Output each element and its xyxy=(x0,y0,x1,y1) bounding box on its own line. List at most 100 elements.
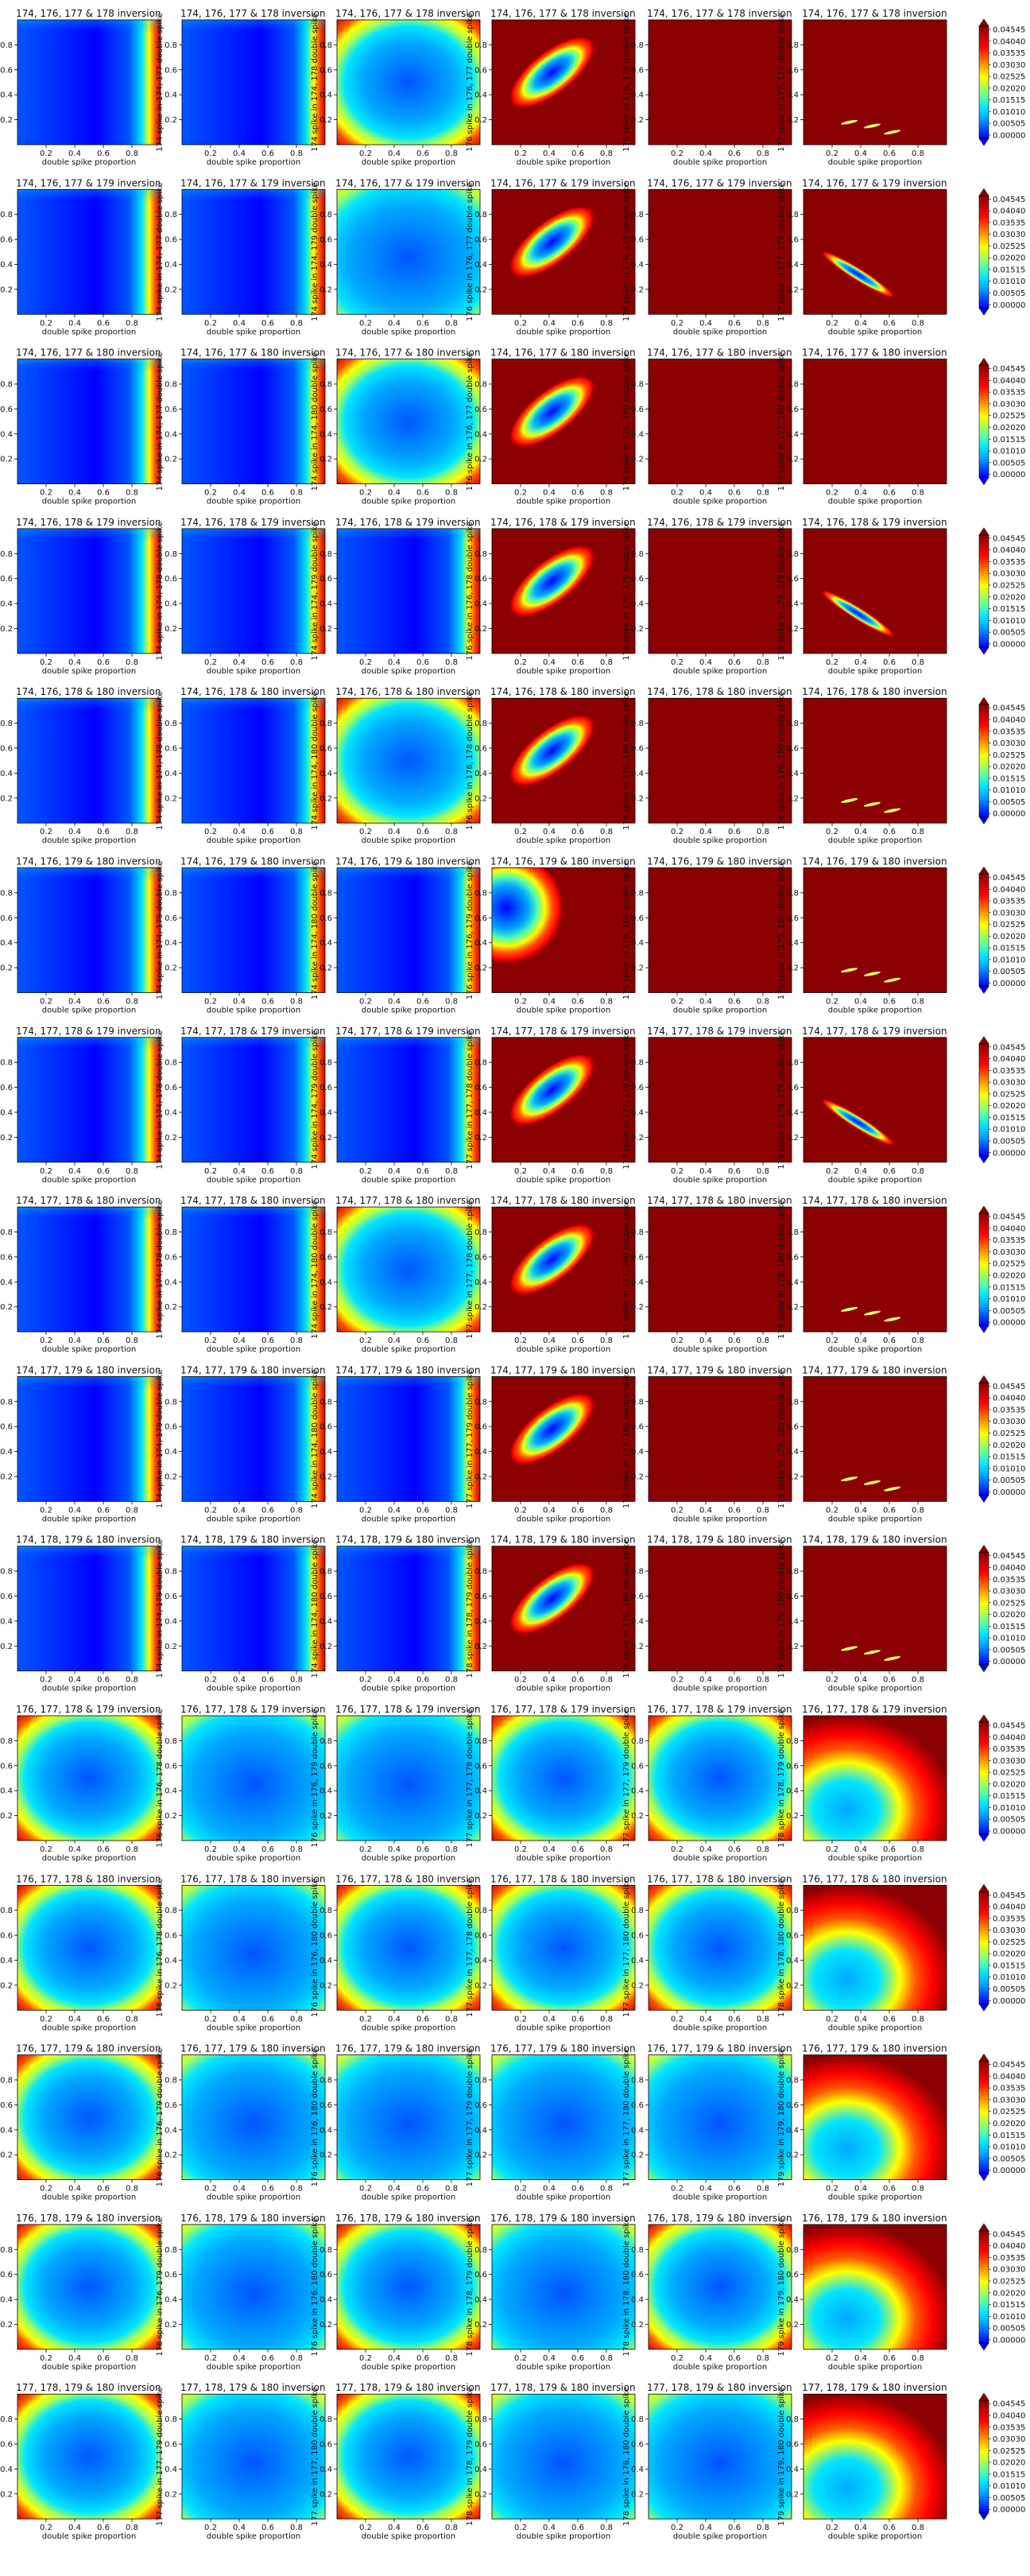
y-tick-label: 0.6 xyxy=(0,575,13,584)
y-axis-label: 174 spike in 174, 179 double spike xyxy=(311,522,319,661)
heatmap-surface xyxy=(17,2394,161,2520)
x-tick-label: 0.6 xyxy=(261,658,274,667)
y-tick-label: 0.4 xyxy=(474,2296,487,2305)
y-axis-label: 176 spike in 176, 177 double spike xyxy=(466,183,474,322)
y-axis-label: 179 spike in 179, 180 double spike xyxy=(777,861,786,1000)
x-tick-label: 0.4 xyxy=(699,2185,712,2194)
x-tick-label: 0.2 xyxy=(359,2015,372,2023)
y-tick-label: 0.8 xyxy=(319,1907,332,1915)
x-tick-label: 0.6 xyxy=(883,828,896,836)
colorbar-tick-label: 0.00000 xyxy=(993,471,1025,479)
colorbar-tick-label: 0.00000 xyxy=(993,980,1025,988)
y-tick-label: 0.4 xyxy=(474,261,487,270)
x-tick-label: 0.8 xyxy=(126,1676,138,1685)
panel-title: 174, 176, 177 & 178 inversion xyxy=(490,8,636,19)
colorbar-tick-label: 0.04040 xyxy=(993,208,1025,216)
y-tick-label: 0.2 xyxy=(0,1134,13,1143)
x-axis-label: double spike proportion xyxy=(828,1176,922,1185)
heatmap-surface xyxy=(337,1037,480,1162)
panel-frame xyxy=(336,2054,481,2181)
x-tick-label: 0.8 xyxy=(757,998,769,1007)
panel-frame xyxy=(336,19,481,145)
panel-frame xyxy=(803,2054,947,2181)
panel-frame xyxy=(17,1715,161,1841)
y-tick-label: 0.6 xyxy=(165,914,177,923)
colorbar-tick-label: 0.02525 xyxy=(993,1938,1025,1947)
x-tick-label: 0.4 xyxy=(543,1336,556,1345)
x-tick-label: 0.2 xyxy=(204,2354,217,2363)
y-tick-label: 0.2 xyxy=(0,964,13,973)
colorbar-tick-label: 0.02020 xyxy=(993,1950,1025,1959)
x-axis-label: double spike proportion xyxy=(42,1007,136,1015)
x-tick-label: 0.8 xyxy=(600,998,613,1007)
heatmap-fill xyxy=(182,2394,325,2520)
colorbar-tick-label: 0.03535 xyxy=(993,219,1025,227)
heatmap-fill xyxy=(649,1716,792,1841)
y-tick-label: 0.6 xyxy=(786,66,799,75)
y-tick-label: 0.2 xyxy=(0,456,13,464)
x-tick-label: 0.4 xyxy=(854,828,867,836)
panel-title: 174, 176, 177 & 179 inversion xyxy=(335,177,481,188)
y-tick-label: 0.6 xyxy=(319,405,332,414)
x-tick-label: 0.6 xyxy=(728,2524,741,2532)
heatmap-fill xyxy=(337,2394,480,2520)
y-tick-label: 0.2 xyxy=(474,964,487,973)
colorbar-tick-label: 0.01515 xyxy=(993,1283,1025,1292)
y-axis-label: 177 spike in 177, 178 double spike xyxy=(466,1709,474,1848)
y-axis-label: 176 spike in 176, 178 double spike xyxy=(466,522,474,661)
panel-title: 174, 176, 178 & 180 inversion xyxy=(647,686,792,697)
x-tick-label: 0.6 xyxy=(571,2524,584,2532)
colorbar-7: 0.045450.040400.035350.030300.025250.020… xyxy=(978,1205,1025,1333)
panel-frame xyxy=(491,1376,636,1502)
colorbar-tick-label: 0.00000 xyxy=(993,2506,1025,2515)
x-tick-label: 0.6 xyxy=(416,1845,429,1854)
x-tick-label: 0.4 xyxy=(699,2015,712,2023)
y-tick-label: 0.2 xyxy=(0,1643,13,1651)
x-tick-label: 0.4 xyxy=(233,2185,246,2194)
heatmap-top-fade xyxy=(182,1037,325,1162)
heatmap-spot-2 xyxy=(884,808,901,813)
panel-frame xyxy=(803,697,947,824)
heatmap-top-fade xyxy=(182,698,325,824)
panel-frame xyxy=(336,867,481,993)
colorbar-gradient xyxy=(978,1721,989,1835)
y-tick-label: 0.8 xyxy=(786,1737,799,1746)
x-axis-label: double spike proportion xyxy=(362,1176,455,1185)
panel-frame xyxy=(491,1206,636,1333)
panel-frame xyxy=(648,1376,792,1502)
colorbar-gradient xyxy=(978,1043,989,1157)
panel-title: 174, 176, 177 & 178 inversion xyxy=(180,8,326,19)
y-tick-label: 0.6 xyxy=(319,1423,332,1432)
y-tick-label: 0.8 xyxy=(474,1398,487,1406)
colorbar-tick-label: 0.03030 xyxy=(993,400,1025,409)
y-tick-label: 0.2 xyxy=(786,964,799,973)
y-tick-label: 0.6 xyxy=(165,2441,177,2450)
x-tick-label: 0.2 xyxy=(204,1506,217,1515)
colorbar-gradient xyxy=(978,534,989,648)
heatmap-surface xyxy=(337,359,480,484)
x-axis-label: double spike proportion xyxy=(517,836,610,845)
colorbar-tick-label: 0.03030 xyxy=(993,1926,1025,1935)
panel-frame xyxy=(336,2393,481,2520)
y-tick-label: 0.6 xyxy=(786,1084,799,1092)
colorbar-extend-min xyxy=(978,1833,989,1842)
y-tick-label: 0.4 xyxy=(786,1278,799,1287)
y-tick-label: 0.6 xyxy=(0,1084,13,1092)
x-tick-label: 0.8 xyxy=(757,1167,769,1176)
x-tick-label: 0.8 xyxy=(757,489,769,498)
x-tick-label: 0.2 xyxy=(514,2015,527,2023)
y-tick-label: 0.6 xyxy=(319,1932,332,1941)
x-tick-label: 0.6 xyxy=(261,1676,274,1685)
x-tick-label: 0.2 xyxy=(204,1845,217,1854)
heatmap-fill xyxy=(649,2394,792,2520)
y-axis-label: 174 spike in 174, 178 double spike xyxy=(311,13,319,152)
y-tick-label: 0.4 xyxy=(786,430,799,439)
y-tick-label: 0.2 xyxy=(474,1473,487,1482)
